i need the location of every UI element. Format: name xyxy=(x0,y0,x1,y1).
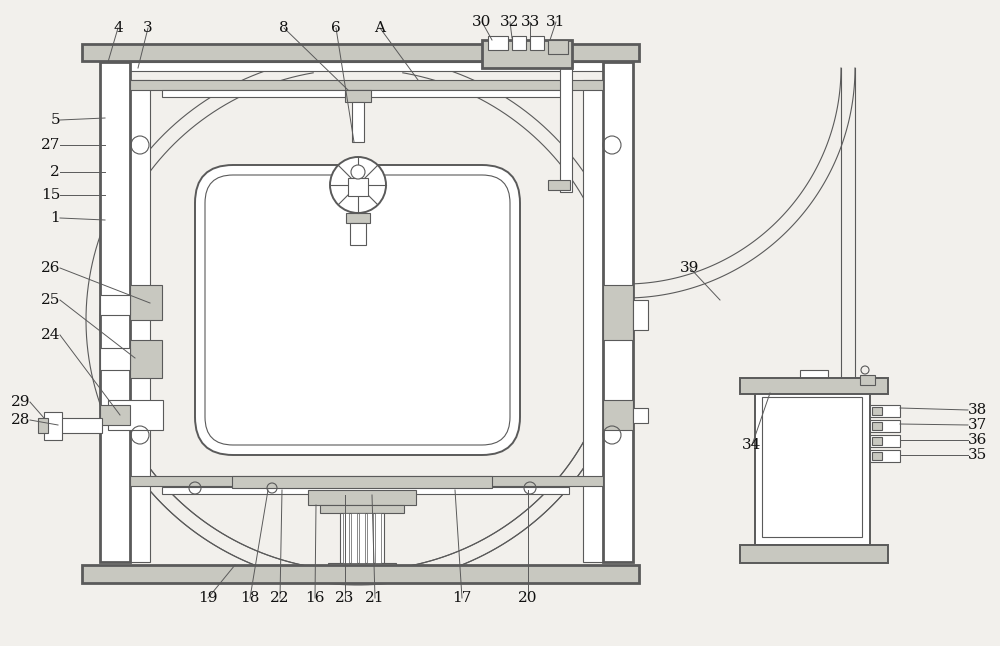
Text: 20: 20 xyxy=(518,591,538,605)
Bar xyxy=(348,178,368,196)
Bar xyxy=(100,62,130,562)
Bar xyxy=(44,412,62,440)
Bar xyxy=(530,36,544,50)
Bar xyxy=(860,375,875,385)
Bar xyxy=(872,407,882,415)
Bar xyxy=(60,418,102,433)
Text: 35: 35 xyxy=(968,448,987,462)
Bar xyxy=(328,563,396,575)
Bar xyxy=(130,80,603,90)
Bar xyxy=(346,213,370,223)
Text: A: A xyxy=(375,21,386,35)
Bar xyxy=(740,378,888,394)
Bar xyxy=(375,513,381,563)
Text: 24: 24 xyxy=(41,328,60,342)
Bar xyxy=(583,80,603,562)
Bar xyxy=(82,44,639,61)
Bar xyxy=(100,405,130,425)
Bar xyxy=(100,295,130,315)
Bar xyxy=(130,476,603,486)
Text: 34: 34 xyxy=(742,438,762,452)
Bar xyxy=(805,378,821,545)
Circle shape xyxy=(351,165,365,179)
Bar xyxy=(351,513,357,563)
Bar xyxy=(108,400,163,430)
Bar xyxy=(488,36,508,50)
Bar xyxy=(740,545,888,563)
Bar xyxy=(603,62,633,562)
Text: 36: 36 xyxy=(968,433,987,447)
Text: 1: 1 xyxy=(50,211,60,225)
Text: 8: 8 xyxy=(279,21,289,35)
Bar xyxy=(130,340,162,378)
Bar xyxy=(870,405,900,417)
Text: 19: 19 xyxy=(198,591,218,605)
Bar xyxy=(130,80,150,562)
Bar xyxy=(755,390,870,545)
Bar xyxy=(308,490,416,505)
Bar xyxy=(872,422,882,430)
Text: 22: 22 xyxy=(270,591,290,605)
Bar xyxy=(548,180,570,190)
Bar xyxy=(560,62,572,192)
Bar xyxy=(100,348,130,370)
Bar xyxy=(872,437,882,445)
Text: 2: 2 xyxy=(50,165,60,179)
Text: 25: 25 xyxy=(41,293,60,307)
Bar xyxy=(482,40,572,68)
Bar xyxy=(367,513,373,563)
Text: 6: 6 xyxy=(331,21,341,35)
Text: 17: 17 xyxy=(452,591,472,605)
Text: 3: 3 xyxy=(143,21,153,35)
Bar xyxy=(603,400,633,430)
Text: 30: 30 xyxy=(472,15,492,29)
Circle shape xyxy=(330,157,386,213)
Bar xyxy=(352,102,364,142)
Text: 39: 39 xyxy=(680,261,700,275)
Text: 21: 21 xyxy=(365,591,385,605)
Bar xyxy=(340,513,384,563)
Text: 29: 29 xyxy=(11,395,30,409)
Text: 16: 16 xyxy=(305,591,325,605)
Bar xyxy=(350,223,366,245)
Bar xyxy=(603,285,633,340)
Bar xyxy=(162,487,569,494)
Text: 32: 32 xyxy=(500,15,520,29)
Bar xyxy=(38,418,48,433)
Bar xyxy=(130,285,162,320)
Bar xyxy=(162,90,569,97)
Bar xyxy=(800,370,828,390)
Text: 33: 33 xyxy=(520,15,540,29)
Text: 15: 15 xyxy=(41,188,60,202)
Text: 18: 18 xyxy=(240,591,260,605)
Text: 27: 27 xyxy=(41,138,60,152)
Bar xyxy=(870,450,900,462)
Bar xyxy=(343,513,349,563)
Text: 23: 23 xyxy=(335,591,355,605)
Text: 4: 4 xyxy=(113,21,123,35)
Bar xyxy=(232,476,492,488)
Bar xyxy=(345,90,371,102)
Bar xyxy=(633,300,648,330)
Bar xyxy=(548,40,568,54)
Text: 37: 37 xyxy=(968,418,987,432)
Bar xyxy=(762,397,862,537)
Bar xyxy=(512,36,526,50)
Bar xyxy=(128,62,605,71)
Text: 38: 38 xyxy=(968,403,987,417)
Text: 26: 26 xyxy=(41,261,60,275)
Bar xyxy=(320,505,404,513)
Bar xyxy=(870,420,900,432)
Bar xyxy=(870,435,900,447)
Bar xyxy=(872,452,882,460)
Bar xyxy=(82,565,639,583)
FancyBboxPatch shape xyxy=(195,165,520,455)
Bar xyxy=(359,513,365,563)
Text: 28: 28 xyxy=(11,413,30,427)
Text: 5: 5 xyxy=(50,113,60,127)
Bar xyxy=(633,408,648,423)
Text: 31: 31 xyxy=(546,15,566,29)
